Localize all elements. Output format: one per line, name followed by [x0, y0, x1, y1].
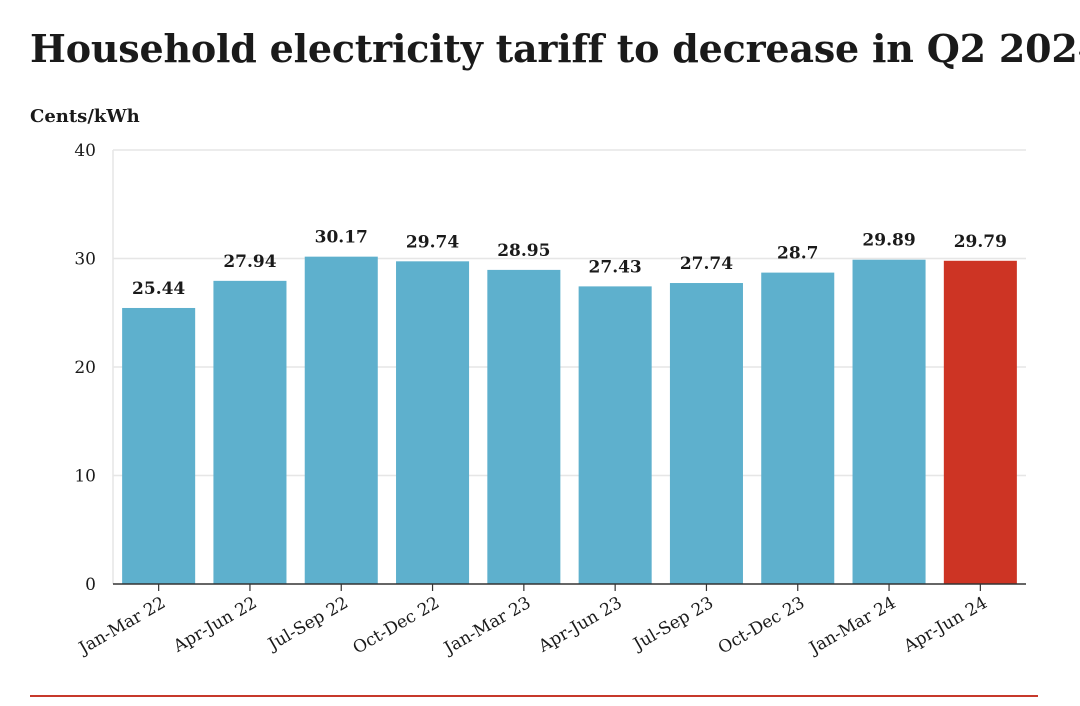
- data-label: 30.17: [315, 228, 368, 248]
- bar: [943, 260, 1017, 584]
- bar: [304, 256, 378, 584]
- data-label: 25.44: [132, 279, 185, 299]
- bar: [852, 259, 926, 584]
- chart-title: Household electricity tariff to decrease…: [30, 26, 1080, 71]
- x-tick-label: Jan-Mar 23: [439, 593, 534, 660]
- x-tick-label: Jul-Sep 22: [263, 593, 351, 656]
- data-label: 27.43: [589, 257, 642, 277]
- bar: [213, 280, 287, 584]
- y-axis-unit-label: Cents/kWh: [30, 106, 140, 127]
- x-tick-label: Jan-Mar 22: [74, 593, 169, 660]
- data-label: 29.89: [862, 231, 915, 251]
- x-tick-label: Oct-Dec 22: [350, 593, 443, 658]
- x-tick-label: Apr-Jun 23: [534, 593, 625, 657]
- data-label: 29.74: [406, 232, 459, 252]
- footer-divider: [30, 695, 1038, 697]
- x-tick-label: Jan-Mar 24: [804, 593, 899, 660]
- x-tick-label: Apr-Jun 24: [900, 593, 991, 657]
- data-label: 27.94: [223, 252, 276, 272]
- y-tick-label: 20: [74, 358, 96, 378]
- x-tick-label: Jul-Sep 23: [629, 593, 717, 656]
- bar: [122, 307, 196, 584]
- data-label: 28.7: [777, 244, 818, 264]
- bar: [396, 261, 470, 584]
- bar: [669, 283, 743, 584]
- y-tick-label: 30: [74, 250, 96, 270]
- x-tick-label: Oct-Dec 23: [715, 593, 808, 658]
- data-label: 29.79: [954, 232, 1007, 252]
- y-tick-label: 40: [74, 141, 96, 161]
- bar: [578, 286, 652, 584]
- bar: [487, 269, 561, 584]
- y-tick-label: 0: [85, 575, 96, 595]
- data-label: 28.95: [497, 241, 550, 261]
- bar: [761, 272, 835, 584]
- y-tick-label: 10: [74, 467, 96, 487]
- data-label: 27.74: [680, 254, 733, 274]
- x-tick-label: Apr-Jun 22: [169, 593, 260, 657]
